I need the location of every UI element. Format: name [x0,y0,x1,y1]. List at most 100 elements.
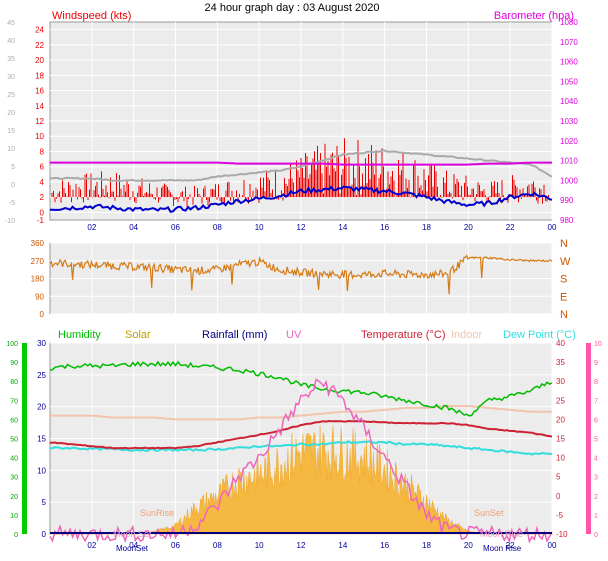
x-tick-label: 16 [380,541,389,550]
x-tick-label: 08 [213,223,222,232]
uv-scale-bar [586,343,591,534]
humidity-tick: 90 [10,360,18,367]
windspeed-tick: 8 [40,147,45,156]
temperature-tick: 20 [556,415,565,424]
windspeed-tick: 16 [35,87,44,96]
faint-tick: -5 [9,200,15,207]
humidity-tick: 20 [10,494,18,501]
faint-tick: 20 [7,110,15,117]
x-tick-label: 18 [422,541,431,550]
temperature-tick: 5 [556,473,561,482]
windspeed-tick: 6 [40,163,45,172]
barometer-tick: 1030 [560,117,578,126]
humidity-axis: 0 10 20 30 40 50 60 70 80 90 100 [6,341,18,539]
left-tick: 25 [37,371,46,380]
direction-tick: 0 [40,310,45,319]
barometer-gray-line [49,149,553,182]
x-tick-label: 04 [129,223,138,232]
x-tick-label: 06 [171,223,180,232]
left-tick: 10 [37,466,46,475]
temperature-tick: 40 [556,339,565,348]
compass-letter: E [560,291,567,303]
x-tick-label: 20 [464,223,473,232]
faint-tick: 30 [7,74,15,81]
faint-tick: 25 [7,92,15,99]
direction-series [49,254,553,295]
windspeed-tick: -1 [37,216,45,225]
wind-direction-line [49,254,553,295]
legend-entry: Solar [125,329,151,341]
faint-tick: -10 [5,218,15,225]
uv-axis: 0 1 2 3 4 5 6 7 8 9 10 [594,341,602,539]
wind-average-line [50,185,553,213]
sunset-label: SunSet [474,508,504,518]
temperature-tick: 10 [556,454,565,463]
climate-x-axis: 02 04 06 08 10 12 14 16 18 20 22 00 [87,541,557,550]
left-tick: 5 [42,498,47,507]
windspeed-tick: 0 [40,208,45,217]
humidity-tick: 50 [10,437,18,444]
temperature-axis: -10 -5 0 5 10 15 20 25 30 35 40 [556,339,568,539]
legend-entry: Humidity [58,329,101,341]
uv-tick: 5 [594,437,598,444]
uv-tick: 8 [594,379,598,386]
humidity-tick: 0 [14,532,18,539]
barometer-tick: 1040 [560,97,578,106]
faint-tick: 40 [7,38,15,45]
temperature-tick: 35 [556,358,565,367]
x-tick-label: 06 [171,541,180,550]
barometer-line [50,161,552,166]
wind-baro-grid [50,22,553,220]
sunrise-label: SunRise [140,508,174,518]
humidity-tick: 100 [6,341,18,348]
direction-tick: 180 [31,275,45,284]
windspeed-tick: 24 [35,26,44,35]
temperature-line [49,419,553,450]
humidity-tick: 40 [10,456,18,463]
x-tick-label: 12 [297,541,306,550]
faint-tick: 5 [11,164,15,171]
x-tick-label: 22 [506,541,515,550]
barometer-tick: 1080 [560,18,578,27]
x-tick-label: 14 [338,223,347,232]
x-tick-label: 00 [548,223,557,232]
dewpoint-line [50,440,553,456]
x-tick-label: 10 [255,223,264,232]
faint-tick: 0 [11,182,15,189]
barometer-tick: 1010 [560,157,578,166]
wind-x-axis: 02 04 06 08 10 12 14 16 18 20 22 00 [87,223,557,232]
moonrise-time-label: Moon Rise [483,544,522,553]
compass-letter: S [560,274,567,286]
x-tick-label: 08 [213,541,222,550]
temperature-tick: 0 [556,492,561,501]
moonrise-label: Moon Rise [480,529,523,539]
moonset-time-label: MoonSet [116,544,149,553]
indoor-line [50,405,552,421]
faint-tick: 45 [7,20,15,27]
uv-tick: 6 [594,417,598,424]
moonset-label: Moon Set [113,529,152,539]
windspeed-tick: 18 [35,71,44,80]
uv-tick: 0 [594,532,598,539]
barometer-label: Barometer (hpa) [494,10,574,22]
legend-entry: UV [286,329,302,341]
temperature-tick: 25 [556,396,565,405]
barometer-tick: 1070 [560,38,578,47]
compass-letter: N [560,309,568,321]
left-tick: 30 [37,339,46,348]
faint-tick: 15 [7,128,15,135]
x-tick-label: 04 [129,541,138,550]
x-tick-label: 02 [87,223,96,232]
windspeed-tick: 14 [35,102,44,111]
humidity-tick: 70 [10,398,18,405]
left-tick: 15 [37,435,46,444]
temperature-tick: 15 [556,435,565,444]
x-tick-label: 00 [548,541,557,550]
faint-tick: 35 [7,56,15,63]
barometer-tick: 1060 [560,58,578,67]
windspeed-tick: 10 [35,132,44,141]
uv-tick: 9 [594,360,598,367]
